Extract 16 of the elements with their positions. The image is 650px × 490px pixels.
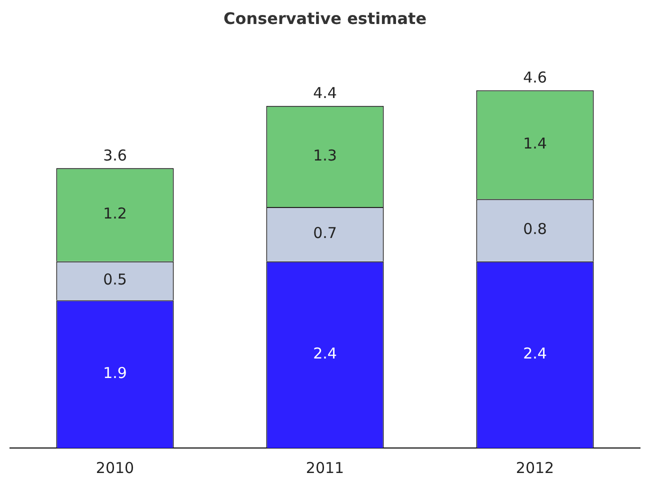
data-label: 0.8 [523, 220, 547, 238]
total-label: 3.6 [103, 146, 127, 164]
data-label: 0.7 [313, 224, 337, 242]
x-tick-label: 2012 [516, 458, 554, 477]
total-label: 4.6 [523, 68, 547, 87]
data-label: 2.4 [523, 344, 547, 363]
data-label: 1.3 [313, 146, 337, 164]
chart-title: Conservative estimate [223, 8, 427, 28]
data-label: 1.4 [523, 134, 547, 153]
x-tick-label: 2010 [96, 458, 134, 477]
total-label: 4.4 [313, 84, 337, 102]
x-tick-label: 2011 [306, 458, 344, 477]
data-label: 2.4 [313, 344, 337, 363]
data-label: 0.5 [103, 270, 127, 289]
data-label: 1.9 [103, 364, 127, 382]
data-label: 1.2 [103, 204, 127, 223]
